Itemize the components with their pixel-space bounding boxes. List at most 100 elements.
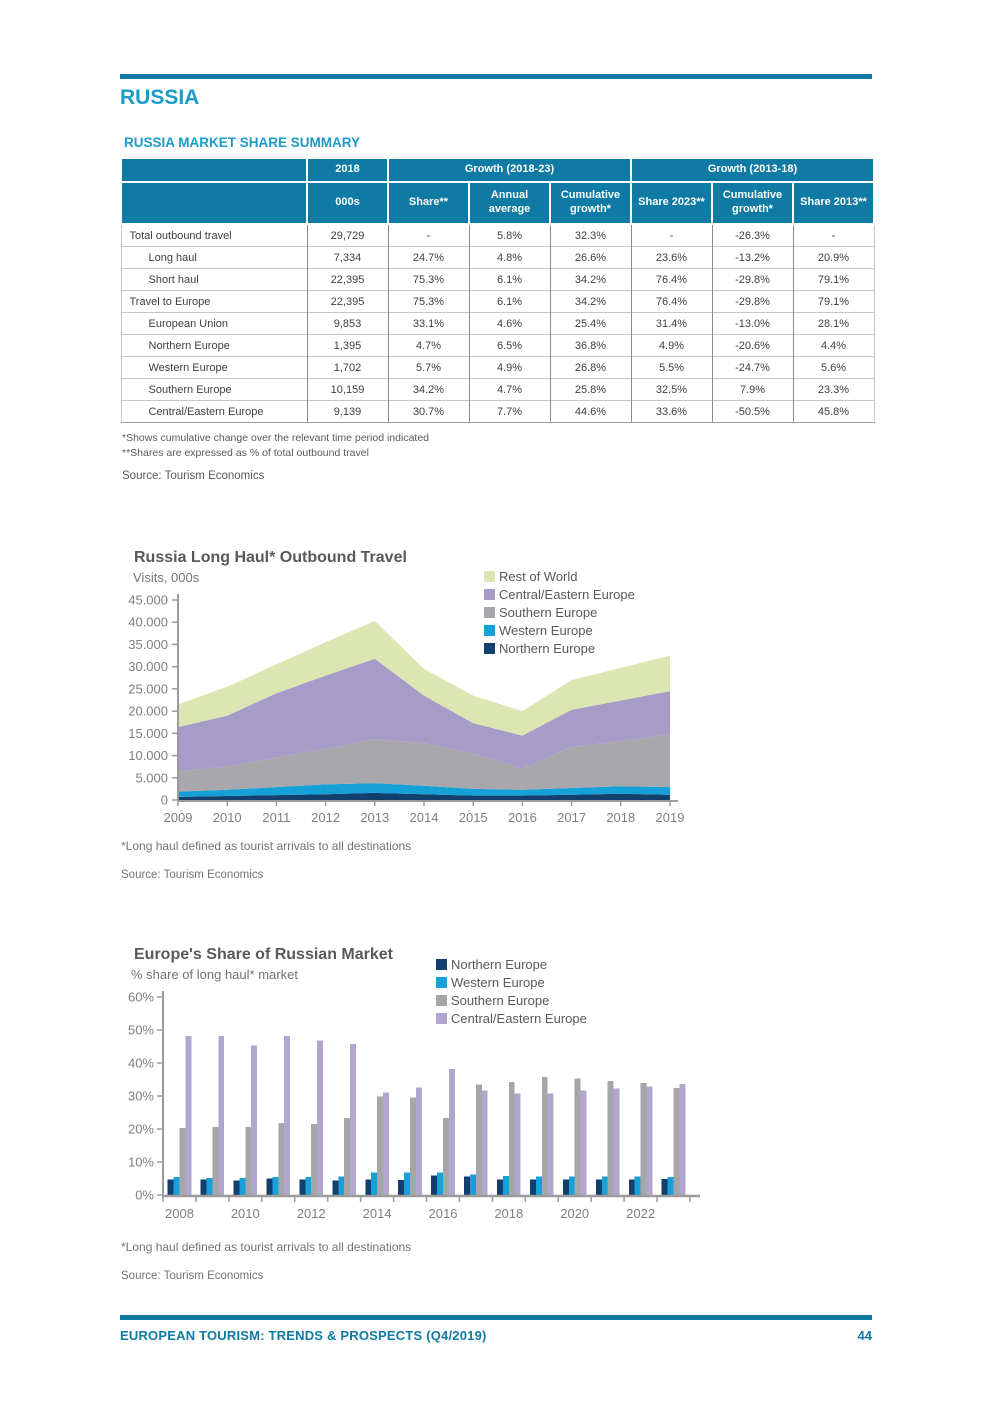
bar [266, 1178, 273, 1195]
table-column-header-row: 000s Share** Annual average Cumulative grow… [120, 181, 875, 225]
bar [646, 1086, 653, 1195]
row-label: Short haul [120, 268, 307, 291]
table-cell: 5.8% [468, 223, 550, 247]
table-cell: 30.7% [387, 400, 469, 423]
legend-swatch-icon [484, 571, 495, 582]
x-tick-label: 2010 [213, 810, 242, 825]
table-cell: 7.9% [711, 378, 793, 401]
legend-swatch-icon [436, 995, 447, 1006]
bar [185, 1035, 192, 1195]
bar-series-western-europe [173, 1172, 674, 1195]
y-tick-label: 30% [128, 1089, 154, 1104]
table-row-total-outbound-travel: Total outbound travel 29,729-5.8% 32.3% - -2… [120, 223, 875, 247]
table-title: RUSSIA MARKET SHARE SUMMARY [124, 135, 361, 150]
legend-swatch-icon [484, 643, 495, 654]
legend-item-central-eastern-europe: Central/Eastern Europe [484, 586, 635, 604]
bar [344, 1118, 351, 1195]
bar [410, 1097, 416, 1195]
table-cell: -29.8% [711, 290, 793, 313]
bar [475, 1084, 482, 1195]
table-cell: 4.9% [468, 356, 550, 379]
table-cell: 7.7% [468, 400, 550, 423]
bar [437, 1172, 443, 1195]
bar-chart: 0% 10% 20% 30% 40% 50% 60% 2008 2010 2012 2014 2016… [128, 990, 700, 1221]
table-cell: 31.4% [630, 312, 712, 335]
table-cell: -24.7% [711, 356, 793, 379]
table-cell: -20.6% [711, 334, 793, 357]
bar [233, 1180, 240, 1195]
table-column-header: Share 2013** [792, 181, 875, 225]
bar [568, 1176, 575, 1195]
bar [613, 1088, 620, 1195]
table-cell: 6.1% [468, 290, 550, 313]
bar-chart-footnote: *Long haul defined as tourist arrivals t… [121, 1240, 412, 1254]
legend-item-central-eastern-europe: Central/Eastern Europe [436, 1010, 587, 1028]
table-cell: 22,395 [306, 290, 388, 313]
area-series-southern-europe [178, 734, 670, 792]
table-cell: 34.2% [387, 378, 469, 401]
bar [305, 1176, 312, 1195]
table-cell: - [792, 223, 875, 247]
legend-swatch-icon [436, 959, 447, 970]
y-tick-label: 40% [128, 1056, 154, 1071]
legend-label: Rest of World [499, 569, 578, 584]
bar [167, 1179, 174, 1195]
bar [415, 1087, 422, 1195]
x-tick-label: 2014 [410, 810, 439, 825]
table-cell: -13.0% [711, 312, 793, 335]
bar [278, 1123, 285, 1195]
bar [206, 1177, 213, 1195]
table-cell: 4.9% [630, 334, 712, 357]
table-cell: 45.8% [792, 400, 875, 423]
table-cell: -50.5% [711, 400, 793, 423]
table-cell: 1,395 [306, 334, 388, 357]
table-cell: 25.8% [549, 378, 631, 401]
x-tick-label: 2017 [557, 810, 586, 825]
x-tick-label: 2015 [459, 810, 488, 825]
bar [580, 1090, 587, 1195]
footer-rule [120, 1315, 872, 1320]
bar [200, 1179, 207, 1195]
table-row-central-eastern-europe: Central/Eastern Europe 9,139 30.7% 7.7% 44.6… [120, 400, 875, 423]
bar [251, 1045, 258, 1195]
table-cell: - [630, 223, 712, 247]
legend-item-western-europe: Western Europe [484, 622, 635, 640]
bar [332, 1180, 339, 1195]
bar [443, 1118, 449, 1195]
row-label: Southern Europe [120, 378, 307, 401]
table-cell: 7,334 [306, 246, 388, 269]
y-tick-label: 60% [128, 990, 154, 1005]
bar-chart-title: Europe's Share of Russian Market [134, 946, 393, 963]
table-cell: 22,395 [306, 268, 388, 291]
x-tick-label: 2020 [560, 1206, 589, 1221]
table-cell: 76.4% [630, 290, 712, 313]
bar-chart-subtitle: % share of long haul* market [131, 967, 298, 982]
table-row-european-union: European Union 9,853 33.1% 4.6% 25.4% 31.4% -1… [120, 312, 875, 335]
table-corner-cell [120, 157, 308, 183]
bar [212, 1127, 219, 1195]
table-column-header: Share 2023** [630, 181, 713, 225]
table-cell: 20.9% [792, 246, 875, 269]
row-label: Long haul [120, 246, 307, 269]
table-group-header-row: 2018 Growth (2018-23) Growth (2013-18) [120, 157, 875, 183]
y-tick-label: 20.000 [128, 704, 168, 719]
y-tick-label: 30.000 [128, 659, 168, 674]
bar [284, 1035, 291, 1195]
x-tick-label: 2012 [311, 810, 340, 825]
market-share-table: 2018 Growth (2018-23) Growth (2013-18) 000s… [120, 157, 875, 423]
area-chart-subtitle: Visits, 000s [133, 570, 200, 585]
table-row-short-haul: Short haul 22,395 75.3% 6.1% 34.2% 76.4% -29.8… [120, 268, 875, 291]
bar [607, 1080, 614, 1195]
table-cell: 29,729 [306, 223, 388, 247]
legend-item-rest-of-world: Rest of World [484, 568, 635, 586]
legend-label: Southern Europe [499, 605, 598, 620]
y-tick-label: 20% [128, 1122, 154, 1137]
table-column-header: Annual average [468, 181, 551, 225]
bar [679, 1084, 686, 1195]
bar [508, 1082, 515, 1195]
table-group-header-growth-2018-23: Growth (2018-23) [387, 157, 632, 183]
table-cell: 28.1% [792, 312, 875, 335]
page-title: RUSSIA [120, 86, 200, 109]
bar [448, 1068, 455, 1195]
area-chart-footnote: *Long haul defined as tourist arrivals t… [121, 839, 412, 853]
